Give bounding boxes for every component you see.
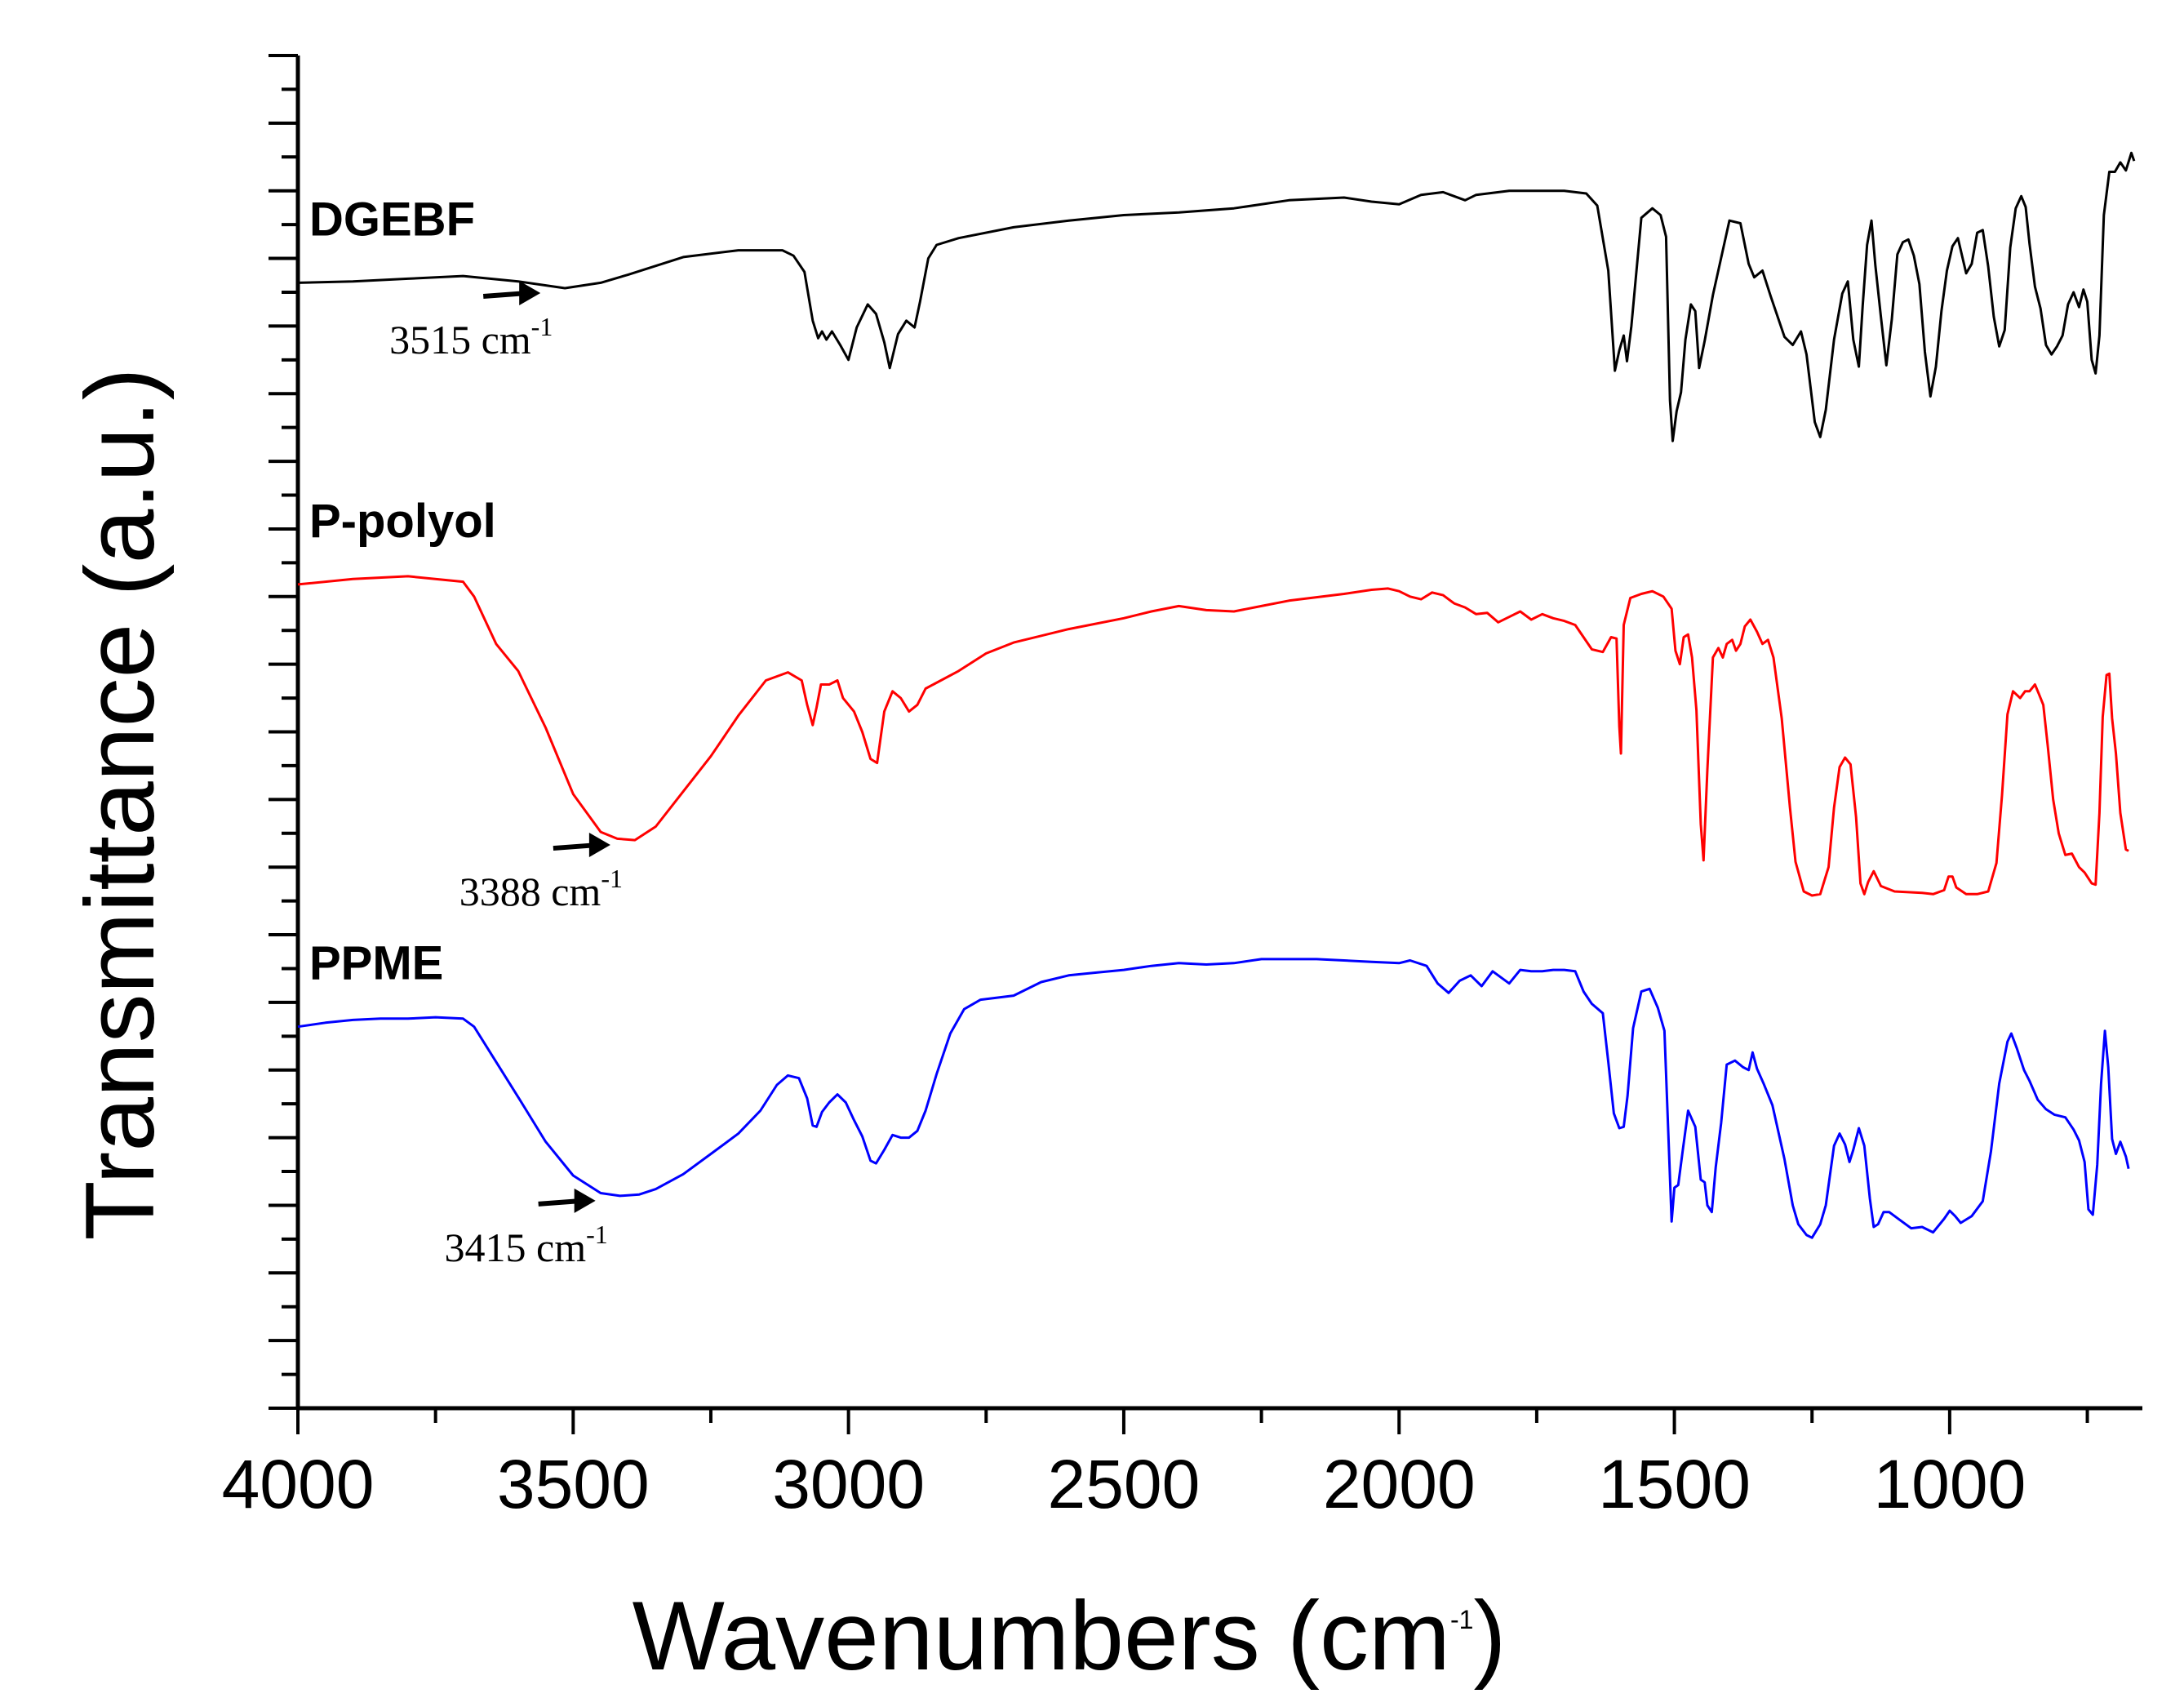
annotation-label: 3515 cm-1 — [389, 312, 553, 362]
x-tick-label: 1500 — [1598, 1446, 1751, 1522]
series-label: DGEBF — [309, 193, 475, 246]
annotation-label: 3415 cm-1 — [445, 1220, 608, 1270]
x-tick-label: 3000 — [772, 1446, 925, 1522]
series-line-dgebf — [297, 151, 2136, 442]
x-tick-label: 3500 — [497, 1446, 650, 1522]
series-label: P-polyol — [309, 495, 496, 548]
annotation-arrow-head — [519, 281, 541, 306]
annotation-arrow-head — [588, 833, 610, 858]
series-labels: DGEBF P-polyol PPME — [309, 193, 496, 989]
x-tick-label: 1000 — [1873, 1446, 2026, 1522]
series-line-ppme — [297, 958, 2130, 1239]
annotations: 3515 cm-1 3388 cm-1 3415 cm-1 — [389, 281, 623, 1270]
x-tick-label: 2000 — [1323, 1446, 1476, 1522]
annotation-label: 3388 cm-1 — [459, 864, 623, 914]
axes: 4000 3500 3000 2500 2000 1500 1000 — [222, 54, 2142, 1522]
x-axis-title-tail: ) — [1473, 1581, 1506, 1691]
x-axis-title-main: Wavenumbers (cm — [633, 1581, 1450, 1691]
x-axis-title-sup: -1 — [1450, 1605, 1473, 1634]
series-layer — [297, 151, 2136, 1239]
x-tick-label: 2500 — [1048, 1446, 1201, 1522]
series-line-p-polyol — [297, 575, 2129, 897]
x-axis-title: Wavenumbers (cm-1) — [633, 1581, 1507, 1691]
series-label: PPME — [309, 937, 443, 990]
annotation-arrow-head — [574, 1188, 596, 1213]
x-tick-label: 4000 — [222, 1446, 375, 1522]
y-axis-title: Transmittance (a.u.) — [65, 367, 175, 1240]
